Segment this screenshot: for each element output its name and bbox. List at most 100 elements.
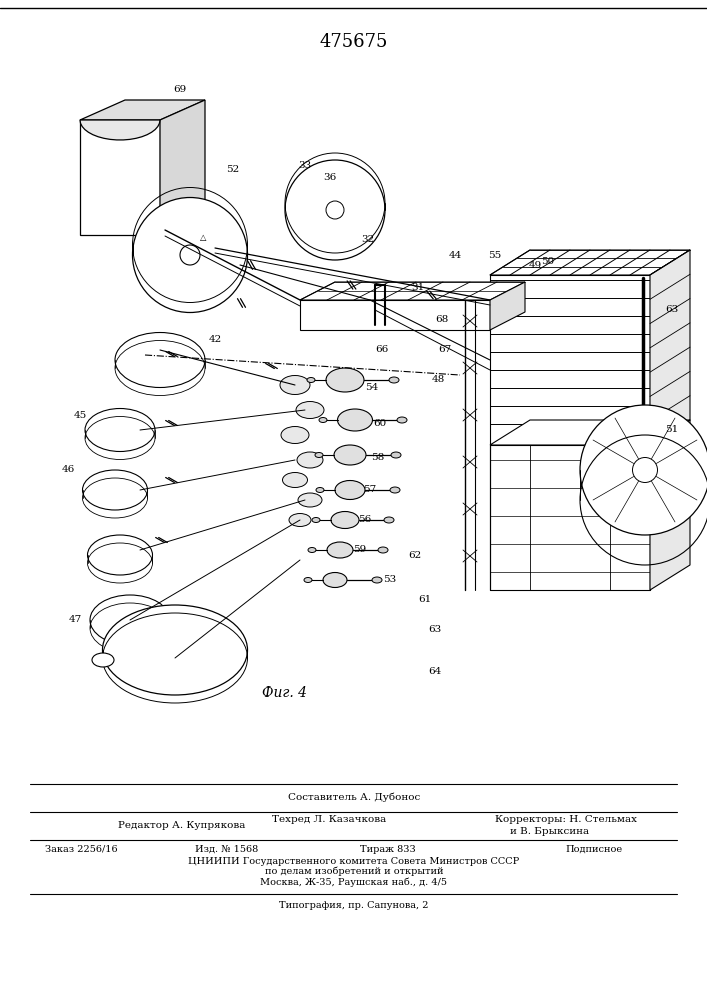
Text: Составитель А. Дубонос: Составитель А. Дубонос <box>288 792 420 802</box>
Ellipse shape <box>316 488 324 492</box>
Text: 59: 59 <box>354 546 367 554</box>
Ellipse shape <box>319 418 327 422</box>
Ellipse shape <box>283 473 308 488</box>
Polygon shape <box>80 120 160 235</box>
Text: Фиг. 4: Фиг. 4 <box>262 686 308 700</box>
Text: 52: 52 <box>226 165 240 174</box>
Text: 62: 62 <box>409 550 421 560</box>
Text: Техред Л. Казачкова: Техред Л. Казачкова <box>272 816 386 824</box>
Ellipse shape <box>327 542 353 558</box>
Text: 47: 47 <box>69 615 81 624</box>
Ellipse shape <box>315 452 323 458</box>
Polygon shape <box>300 282 525 300</box>
Text: 61: 61 <box>419 595 432 604</box>
Ellipse shape <box>580 405 707 535</box>
Text: 44: 44 <box>448 250 462 259</box>
Ellipse shape <box>391 452 401 458</box>
Text: 66: 66 <box>375 346 389 355</box>
Ellipse shape <box>335 481 365 499</box>
Ellipse shape <box>378 547 388 553</box>
Ellipse shape <box>326 368 364 392</box>
Ellipse shape <box>323 572 347 587</box>
Text: 42: 42 <box>209 336 221 344</box>
Ellipse shape <box>180 245 200 265</box>
Ellipse shape <box>281 426 309 444</box>
Ellipse shape <box>85 408 155 452</box>
Text: 54: 54 <box>366 383 379 392</box>
Ellipse shape <box>384 517 394 523</box>
Text: 64: 64 <box>428 668 442 676</box>
Text: 36: 36 <box>323 174 337 182</box>
Text: 33: 33 <box>298 160 312 169</box>
Text: 45: 45 <box>74 410 87 420</box>
Ellipse shape <box>389 377 399 383</box>
Ellipse shape <box>397 417 407 423</box>
Text: 60: 60 <box>373 420 387 428</box>
Ellipse shape <box>337 409 373 431</box>
Ellipse shape <box>297 452 323 468</box>
Text: Изд. № 1568: Изд. № 1568 <box>195 844 258 854</box>
Text: Заказ 2256/16: Заказ 2256/16 <box>45 844 117 854</box>
Polygon shape <box>650 250 690 445</box>
Polygon shape <box>490 420 690 445</box>
Ellipse shape <box>296 401 324 418</box>
Polygon shape <box>490 282 525 330</box>
Text: Тираж 833: Тираж 833 <box>360 844 416 854</box>
Text: 56: 56 <box>358 516 372 524</box>
Text: 31: 31 <box>411 282 425 292</box>
Text: 48: 48 <box>431 375 445 384</box>
Ellipse shape <box>372 577 382 583</box>
Polygon shape <box>650 420 690 590</box>
Polygon shape <box>300 300 490 330</box>
Text: 49: 49 <box>528 260 542 269</box>
Polygon shape <box>490 250 690 275</box>
Text: 63: 63 <box>665 306 679 314</box>
Text: по делам изобретений и открытий: по делам изобретений и открытий <box>264 866 443 876</box>
Ellipse shape <box>331 512 359 528</box>
Text: 50: 50 <box>542 257 554 266</box>
Text: 32: 32 <box>361 235 375 244</box>
Text: 53: 53 <box>383 576 397 584</box>
Ellipse shape <box>88 535 153 575</box>
Ellipse shape <box>298 493 322 507</box>
Ellipse shape <box>92 653 114 667</box>
Polygon shape <box>490 275 650 445</box>
Ellipse shape <box>326 201 344 219</box>
Ellipse shape <box>83 470 148 510</box>
Ellipse shape <box>132 198 247 312</box>
Text: 63: 63 <box>428 626 442 635</box>
Text: 51: 51 <box>665 426 679 434</box>
Text: 475675: 475675 <box>320 33 388 51</box>
Polygon shape <box>80 120 160 140</box>
Ellipse shape <box>390 487 400 493</box>
Ellipse shape <box>285 160 385 260</box>
Ellipse shape <box>289 514 311 526</box>
Text: 67: 67 <box>438 346 452 355</box>
Text: 58: 58 <box>371 454 385 462</box>
Text: и В. Брыксина: и В. Брыксина <box>510 828 589 836</box>
Text: Редактор А. Купрякова: Редактор А. Купрякова <box>118 820 245 830</box>
Ellipse shape <box>90 595 170 645</box>
Ellipse shape <box>103 605 247 695</box>
Text: △: △ <box>200 234 206 242</box>
Polygon shape <box>80 100 205 120</box>
Ellipse shape <box>280 375 310 394</box>
Text: 55: 55 <box>489 250 502 259</box>
Text: 46: 46 <box>62 466 75 475</box>
Polygon shape <box>490 445 650 590</box>
Ellipse shape <box>312 518 320 522</box>
Text: ЦНИИПИ Государственного комитета Совета Министров СССР: ЦНИИПИ Государственного комитета Совета … <box>188 856 520 865</box>
Polygon shape <box>160 100 205 235</box>
Ellipse shape <box>304 578 312 582</box>
Text: Корректоры: Н. Стельмах: Корректоры: Н. Стельмах <box>495 816 637 824</box>
Text: 68: 68 <box>436 316 449 324</box>
Ellipse shape <box>633 458 658 483</box>
Ellipse shape <box>115 332 205 387</box>
Text: Подписное: Подписное <box>565 844 622 854</box>
Text: Москва, Ж-35, Раушская наб., д. 4/5: Москва, Ж-35, Раушская наб., д. 4/5 <box>260 877 448 887</box>
Text: 57: 57 <box>363 486 377 494</box>
Ellipse shape <box>308 548 316 552</box>
Ellipse shape <box>307 377 315 382</box>
Text: Типография, пр. Сапунова, 2: Типография, пр. Сапунова, 2 <box>279 902 428 910</box>
Text: 69: 69 <box>173 86 187 95</box>
